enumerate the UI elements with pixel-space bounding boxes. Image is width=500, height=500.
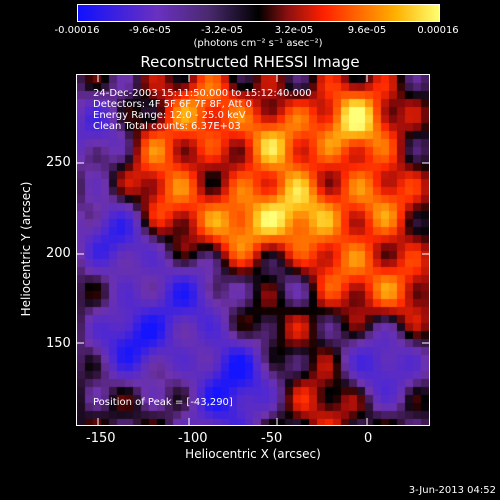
plot-title: Reconstructed RHESSI Image [140, 53, 360, 71]
colorbar-tick: -0.00016 [54, 25, 100, 36]
image-plot: 24-Dec-2003 15:11:50.000 to 15:12:40.000… [76, 74, 430, 426]
info-time-range: 24-Dec-2003 15:11:50.000 to 15:12:40.000 [93, 88, 312, 99]
timestamp: 3-Jun-2013 04:52 [408, 485, 496, 496]
x-tick-label: -50 [261, 431, 283, 446]
rhessi-image [77, 75, 429, 425]
peak-position: Position of Peak = [-43,290] [93, 397, 233, 408]
colorbar-tick: 0.00016 [417, 25, 459, 36]
x-tick-label: -150 [86, 431, 116, 446]
y-tick-label: 200 [46, 246, 71, 261]
colorbar-tick: 9.6e-05 [347, 25, 387, 36]
info-detectors: Detectors: 4F 5F 6F 7F 8F, Att 0 [93, 99, 253, 110]
colorbar-tick: -3.2e-05 [201, 25, 243, 36]
x-tick-label: 0 [364, 431, 373, 446]
colorbar [77, 4, 440, 22]
info-energy-range: Energy Range: 12.0 - 25.0 keV [93, 110, 246, 121]
x-axis-label: Heliocentric X (arcsec) [185, 447, 321, 461]
y-tick-label: 150 [46, 336, 71, 351]
y-tick-label: 250 [46, 155, 71, 170]
info-clean-counts: Clean Total counts: 6.37E+03 [93, 121, 241, 132]
colorbar-tick: 3.2e-05 [274, 25, 314, 36]
x-tick-label: -100 [178, 431, 208, 446]
colorbar-units: (photons cm⁻² s⁻¹ asec⁻²) [193, 38, 323, 49]
colorbar-tick: -9.6e-05 [129, 25, 171, 36]
